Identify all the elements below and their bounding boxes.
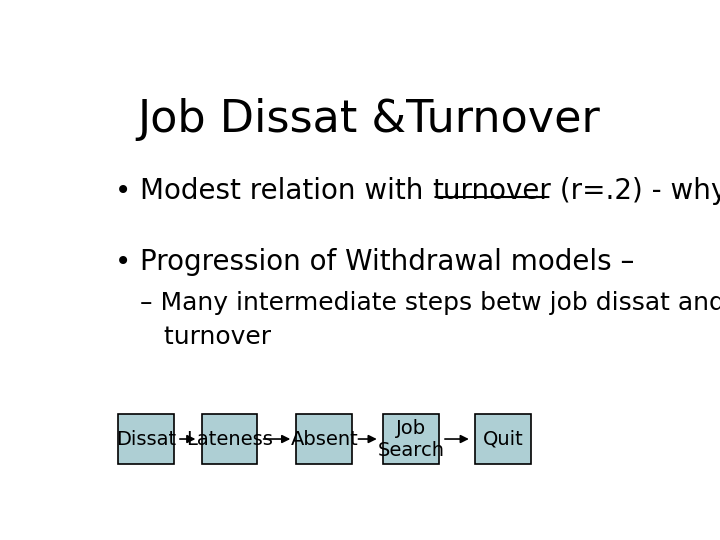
Text: Absent: Absent [290,429,359,449]
Text: Dissat: Dissat [116,429,176,449]
Text: •: • [115,177,131,205]
Text: Quit: Quit [482,429,523,449]
Text: •: • [115,248,131,276]
Text: turnover: turnover [433,177,552,205]
FancyBboxPatch shape [118,414,174,464]
Text: (r=.2) - why?: (r=.2) - why? [552,177,720,205]
FancyBboxPatch shape [383,414,438,464]
Text: Progression of Withdrawal models –: Progression of Withdrawal models – [140,248,634,276]
Text: Job
Search: Job Search [377,418,444,460]
FancyBboxPatch shape [475,414,531,464]
FancyBboxPatch shape [297,414,352,464]
FancyBboxPatch shape [202,414,258,464]
Text: – Many intermediate steps betw job dissat and
   turnover: – Many intermediate steps betw job dissa… [140,292,720,349]
Text: Job Dissat &Turnover: Job Dissat &Turnover [138,98,600,141]
Text: Modest relation with: Modest relation with [140,177,433,205]
Text: Lateness: Lateness [186,429,273,449]
